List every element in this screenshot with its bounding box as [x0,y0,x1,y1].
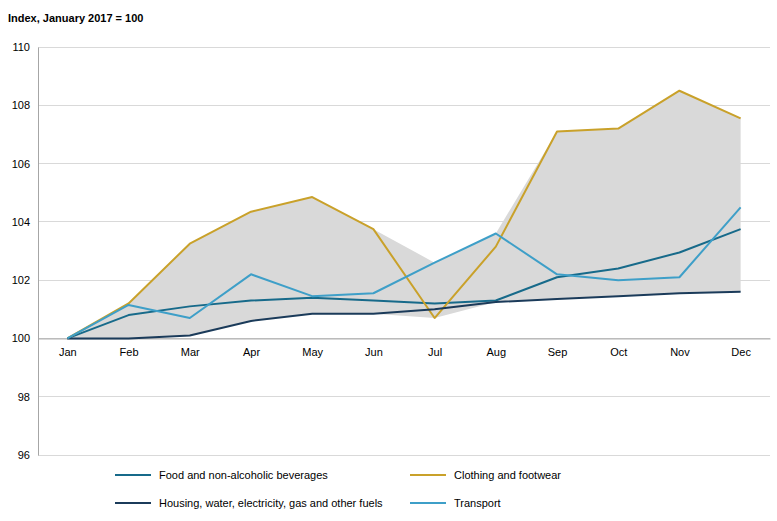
legend-item: Transport [410,497,501,509]
grid-line [38,47,770,48]
y-tick: 108 [12,99,38,111]
y-tick-label: 108 [12,99,30,111]
x-tick: May [302,338,323,358]
legend-swatch [410,474,446,476]
y-tick-label: 100 [12,332,30,344]
x-tick: Jul [428,338,442,358]
y-tick: 110 [12,41,38,53]
x-tick-label: Sep [548,346,568,358]
x-tick: Jun [365,338,383,358]
x-tick: Apr [243,338,260,358]
lines [67,91,740,339]
legend-item: Food and non-alcoholic beverages [115,469,328,481]
x-tick-label: Jan [59,346,77,358]
x-tick-label: Oct [610,346,627,358]
series-line [67,292,740,339]
y-tick: 102 [12,274,38,286]
series-line [67,229,740,338]
legend-label: Transport [454,497,501,509]
legend-item: Clothing and footwear [410,469,561,481]
y-tick-label: 104 [12,216,30,228]
legend-label: Clothing and footwear [454,469,561,481]
legend-item: Housing, water, electricity, gas and oth… [115,497,383,509]
x-tick-label: Nov [670,346,690,358]
y-tick-label: 98 [18,391,30,403]
x-tick-label: Aug [487,346,507,358]
x-tick-label: Mar [181,346,200,358]
x-tick: Jan [59,338,77,358]
x-tick: Mar [181,338,200,358]
legend-swatch [115,474,151,476]
grid-line [38,455,770,456]
x-tick: Aug [487,338,507,358]
y-tick: 106 [12,158,38,170]
chart: 96 98 100 102 104 106 108 110 Index, January 201… [0,0,777,521]
x-tick-label: Jun [365,346,383,358]
x-axis: Jan Feb Mar Apr May Jun Jul Aug Sep Oct Nov Dec [39,338,771,358]
y-tick-label: 110 [12,41,30,53]
x-tick: Oct [610,338,627,358]
grid-line [38,396,770,397]
grid [38,47,770,455]
legend-swatch [410,502,446,504]
x-tick-label: Feb [120,346,139,358]
legend-label: Food and non-alcoholic beverages [159,469,328,481]
series-line [67,207,740,338]
y-axis-line [38,48,39,456]
plot-area [67,91,740,339]
x-tick-label: Jul [428,346,442,358]
y-tick: 98 [18,391,38,403]
legend-label: Housing, water, electricity, gas and oth… [159,497,383,509]
x-tick: Feb [120,338,139,358]
y-tick: 100 [12,332,38,344]
legend: Food and non-alcoholic beverages Clothing… [115,469,561,509]
series-line [67,91,740,339]
x-tick: Dec [731,338,751,358]
y-tick: 104 [12,216,38,228]
x-tick-label: May [302,346,323,358]
y-tick-label: 102 [12,274,30,286]
y-tick-label: 106 [12,158,30,170]
range-band [67,91,740,339]
x-tick: Nov [670,338,690,358]
x-tick-label: Apr [243,346,260,358]
y-axis-title: Index, January 2017 = 100 [8,12,143,24]
y-tick-label: 96 [18,449,30,461]
y-tick: 96 [18,449,38,461]
x-axis-line [39,338,771,339]
y-axis: 96 98 100 102 104 106 108 110 [12,41,39,461]
x-tick: Sep [548,338,568,358]
x-tick-label: Dec [731,346,751,358]
legend-swatch [115,502,151,504]
